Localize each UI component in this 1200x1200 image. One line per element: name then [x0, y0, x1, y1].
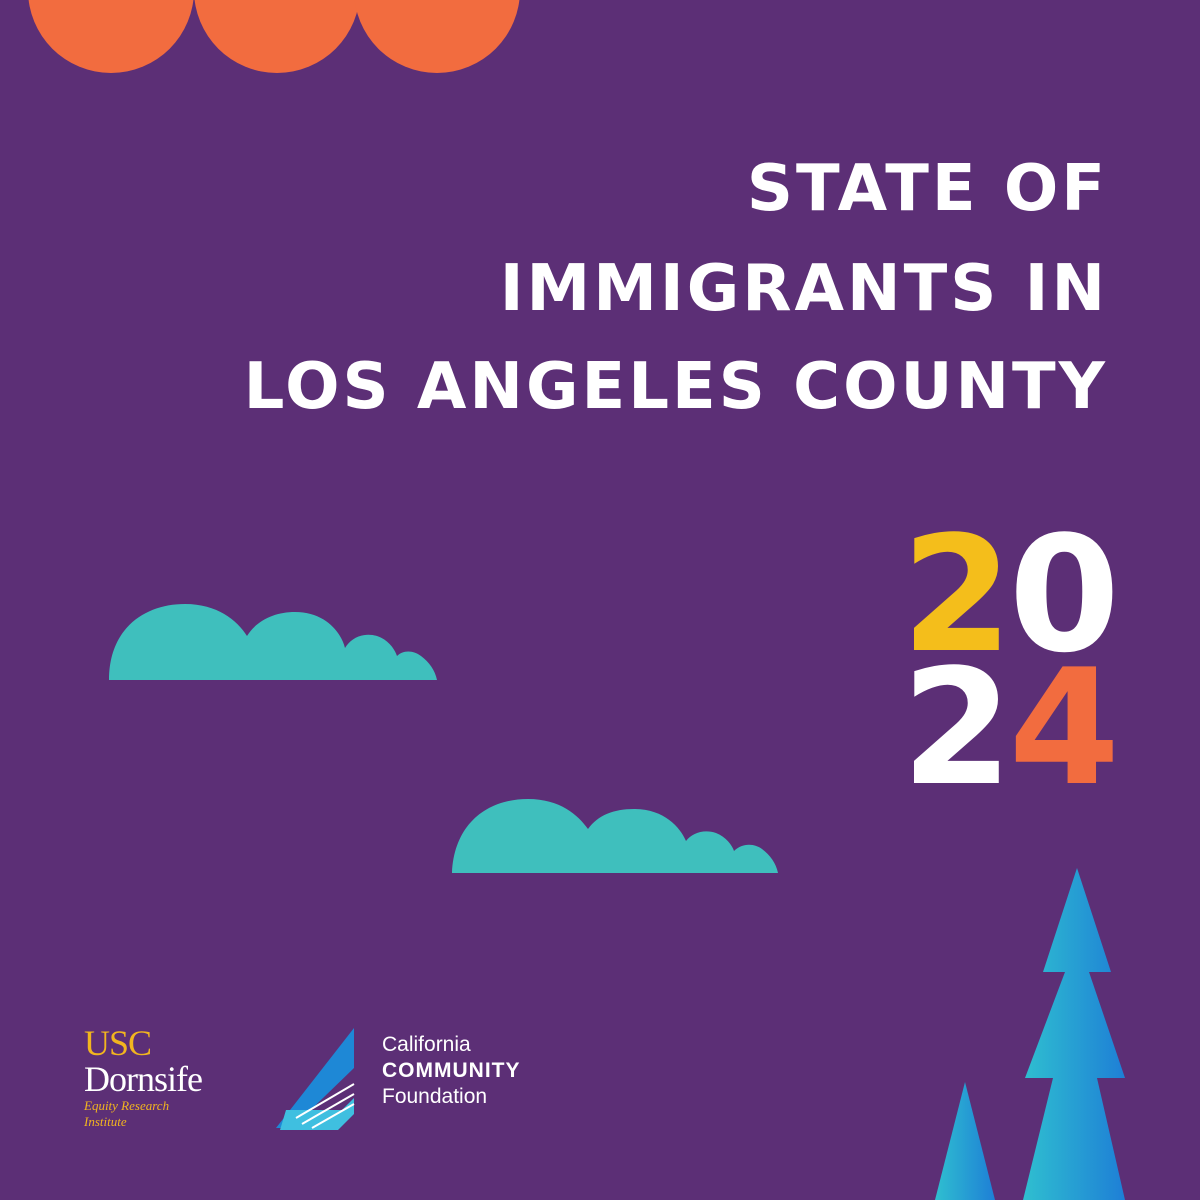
institute-text: Institute [84, 1114, 127, 1129]
title-line-3: LOS ANGELES COUNTY [243, 350, 1108, 424]
cloud-lower [452, 799, 778, 873]
california-community-foundation-logo: California COMMUNITY Foundation [382, 1032, 521, 1110]
cloud-upper [109, 604, 437, 680]
year-digit-1: 2 [901, 501, 1012, 688]
trees-decoration [935, 868, 1125, 1200]
equity-research-text: Equity Research [84, 1098, 170, 1113]
title-line-1: STATE OF [746, 152, 1108, 226]
usc-logo-text: USC [84, 1023, 152, 1063]
ccf-logo-mark-icon [276, 1028, 355, 1130]
ccf-line-2: COMMUNITY [382, 1059, 521, 1082]
dornsife-logo-text: Dornsife [84, 1059, 203, 1099]
year-digit-3: 2 [901, 634, 1012, 821]
year-top-row: 20 [901, 515, 1120, 675]
year-bottom-row: 24 [901, 648, 1120, 808]
ccf-line-3: Foundation [382, 1085, 488, 1108]
year-digit-4: 4 [1008, 634, 1120, 821]
orange-circles-decoration [28, 0, 520, 73]
title-line-2: IMMIGRANTS IN [499, 252, 1108, 326]
usc-dornsife-logo: USC Dornsife Equity Research Institute [84, 1023, 203, 1129]
year-digit-2: 0 [1008, 501, 1120, 688]
ccf-line-1: California [382, 1033, 471, 1056]
